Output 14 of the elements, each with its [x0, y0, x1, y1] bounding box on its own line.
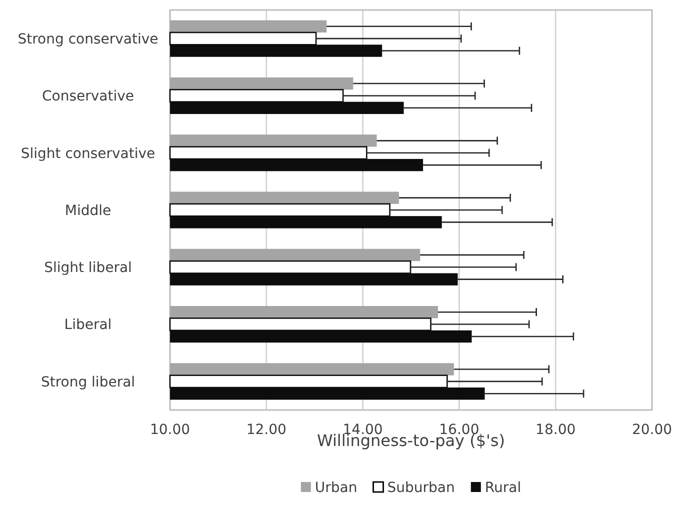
- x-tick-label: 18.00: [536, 422, 576, 438]
- y-tick-label: Middle: [64, 202, 112, 219]
- x-tick-label: 20.00: [632, 422, 672, 438]
- y-tick-label: Slight conservative: [20, 146, 156, 162]
- y-tick-label: Conservative: [42, 88, 134, 105]
- legend-label: Rural: [484, 480, 522, 496]
- y-tick-label: Slight liberal: [44, 260, 132, 276]
- y-tick-label: Strong conservative: [18, 31, 158, 48]
- x-tick-label: 10.00: [150, 422, 190, 438]
- y-tick-label: Strong liberal: [40, 374, 136, 390]
- legend-label: Urban: [314, 480, 358, 496]
- legend-label: Suburban: [387, 480, 455, 496]
- x-tick-label: 12.00: [246, 422, 286, 438]
- y-tick-label: Liberal: [64, 317, 112, 334]
